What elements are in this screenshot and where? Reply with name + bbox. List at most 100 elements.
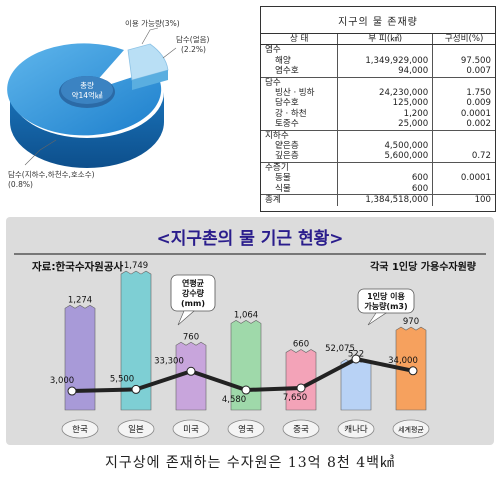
table-cell-label: 동물 — [275, 173, 291, 184]
pie-freshwater-slice — [132, 70, 168, 90]
table-cell-label: 지하수 — [261, 129, 338, 142]
title-underline — [14, 253, 486, 255]
pie-center-label-1: 총량 — [80, 81, 94, 90]
bar-value-label: 970 — [403, 317, 419, 327]
table-header-volume: 부 피(㎦) — [337, 34, 434, 46]
line-point — [186, 366, 196, 376]
table-row: 식물 600 — [261, 183, 495, 195]
line-value-label: 7,650 — [283, 393, 307, 403]
table-cell-volume — [337, 76, 433, 89]
table-header-ratio: 구성비(%) — [432, 34, 495, 46]
category-ellipse — [227, 419, 265, 439]
table-cell-volume: 94,000 — [337, 66, 433, 78]
bar-한국 — [64, 304, 96, 411]
table-cell-ratio — [432, 44, 495, 56]
water-pie-panel: 총량 약14억㎦ 이용 가능량(3%) 담수(얼음) (2.2%) 담수(지하수… — [0, 0, 258, 205]
table-row: 빙산ㆍ빙하 24,230,000 1.750 — [261, 88, 495, 99]
line-point — [351, 354, 361, 364]
line-point — [408, 366, 418, 376]
table-cell-ratio: 0.0001 — [432, 108, 495, 120]
table-row: 토중수 25,000 0.002 — [261, 119, 495, 131]
table-cell-volume: 600 — [337, 173, 433, 184]
pie-label-ice-pct: (2.2%) — [181, 45, 206, 54]
water-shortage-chart: <지구촌의 물 기근 현황> 자료:한국수자원공사 각국 1인당 가용수자원량 1,2… — [14, 229, 486, 439]
bar-value-label: 1,064 — [234, 310, 258, 320]
category-label: 미국 — [183, 425, 199, 435]
line-value-label: 3,000 — [50, 376, 74, 386]
bar-value-label: 760 — [183, 332, 199, 342]
table-row: 강ㆍ하천 1,200 0.0001 — [261, 108, 495, 120]
table-row: 염수호 94,000 0.007 — [261, 66, 495, 78]
table-cell-ratio: 97.500 — [432, 55, 495, 67]
table-cell-label: 토중수 — [275, 119, 299, 130]
table-cell-label: 얕은층 — [275, 141, 299, 152]
table-cell-ratio: 1.750 — [432, 88, 495, 99]
line-value-label: 33,300 — [154, 356, 184, 366]
chart-title: <지구촌의 물 기근 현황> — [156, 229, 343, 249]
category-ellipse — [282, 419, 320, 439]
table-cell-label: 수증기 — [261, 161, 338, 174]
table-cell-label: 해양 — [275, 55, 291, 66]
table-cell-volume: 1,349,929,000 — [337, 55, 433, 67]
bar-value-label: 660 — [293, 339, 309, 349]
line-point — [241, 385, 251, 395]
chart-source: 자료:한국수자원공사 — [32, 260, 123, 273]
callout-rainfall-text: (mm) — [181, 299, 205, 308]
chart-panel: <지구촌의 물 기근 현황> 자료:한국수자원공사 각국 1인당 가용수자원량 1,2… — [6, 217, 494, 445]
line-value-label: 5,500 — [110, 374, 134, 384]
table-cell-ratio: 0.007 — [432, 66, 495, 78]
bar-일본 — [120, 270, 152, 411]
callout-rainfall-pointer — [177, 310, 195, 326]
category-label: 캐나다 — [344, 425, 368, 435]
table-cell-ratio — [432, 129, 495, 142]
callout-rainfall-text: 강수량 — [182, 288, 205, 298]
pie-center-label-2: 약14억㎦ — [72, 90, 103, 100]
table-row: 총계 1,384,518,000 100 — [261, 194, 495, 206]
category-ellipse — [392, 419, 430, 439]
table-row: 수증기 — [261, 161, 495, 174]
pie-label-available: 이용 가능량(3%) — [125, 18, 180, 28]
category-label: 세계평균 — [398, 425, 424, 434]
table-cell-label: 강ㆍ하천 — [275, 108, 307, 119]
bar-value-label: 1,749 — [124, 261, 148, 271]
table-cell-volume: 1,200 — [337, 108, 433, 120]
callout-available-pointer — [367, 312, 387, 326]
pie-label-fresh: 담수(지하수,하천수,호소수) — [8, 169, 95, 179]
table-cell-volume — [337, 161, 433, 174]
table-cell-volume: 4,500,000 — [337, 141, 433, 152]
line-value-label: 4,580 — [222, 395, 246, 405]
table-cell-label: 염수 — [265, 45, 281, 56]
table-row: 얕은층 4,500,000 — [261, 141, 495, 152]
bar-캐나다 — [340, 359, 372, 411]
category-label: 중국 — [293, 425, 309, 435]
footer-caption: 지구상에 존재하는 수자원은 13억 8천 4백㎦ — [104, 455, 396, 471]
table-cell-volume: 5,600,000 — [337, 151, 433, 163]
category-ellipse — [117, 419, 155, 439]
bar-value-label: 1,274 — [68, 295, 92, 305]
callout-available-text: 1인당 이용 — [367, 291, 405, 301]
table-cell-volume: 25,000 — [337, 119, 433, 131]
line-point — [131, 384, 141, 394]
pie-label-ice: 담수(얼음) — [176, 34, 210, 44]
category-label: 한국 — [72, 425, 88, 435]
line-point — [67, 386, 77, 396]
category-ellipse — [337, 419, 375, 439]
table-header-state: 상 태 — [261, 34, 339, 46]
table-row: 깊은층 5,600,000 0.72 — [261, 151, 495, 163]
table-cell-label: 깊은층 — [275, 151, 299, 162]
category-label: 영국 — [238, 424, 254, 435]
table-cell-label: 담수 — [261, 76, 338, 89]
table-cell-label: 빙산ㆍ빙하 — [275, 88, 315, 99]
table-cell-ratio: 100 — [432, 194, 495, 206]
bar-value-label: 522 — [348, 349, 364, 359]
table-cell-volume — [337, 129, 433, 142]
chart-subtitle: 각국 1인당 가용수자원량 — [370, 260, 477, 273]
pie-label-fresh-pct: (0.8%) — [8, 180, 33, 189]
table-cell-ratio — [432, 141, 495, 152]
pie-side — [10, 92, 164, 168]
table-row: 담수 — [261, 76, 495, 89]
table-cell-ratio: 0.72 — [432, 151, 495, 163]
table-body: 염수 해양 1,349,929,000 97.500 염수호 94,000 0.007 담수 빙… — [261, 44, 495, 206]
table-cell-volume: 24,230,000 — [337, 88, 433, 99]
callout-available-text: 가능량(m3) — [364, 301, 407, 311]
